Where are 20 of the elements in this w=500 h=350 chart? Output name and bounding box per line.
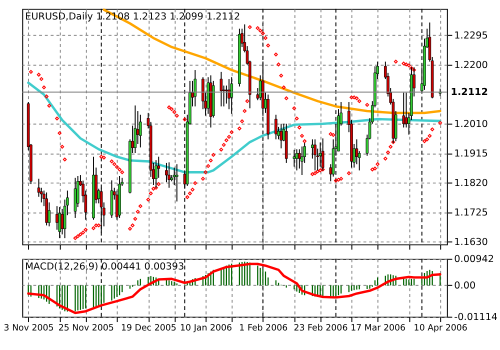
x-tick-label: 19 Dec 2005 bbox=[121, 324, 176, 334]
y-tick-label: -0.01114 bbox=[454, 312, 498, 324]
x-tick-label: 17 Mar 2006 bbox=[350, 324, 406, 334]
y-tick-label: 0.00 bbox=[454, 280, 476, 292]
y-tick-label: 1.1630 bbox=[454, 237, 488, 248]
y-tick-label: 1.2200 bbox=[454, 60, 488, 72]
y-tick-label: 1.2010 bbox=[454, 119, 488, 130]
y-tick-label: 1.1820 bbox=[454, 178, 488, 190]
y-tick-label: 1.1915 bbox=[454, 148, 488, 160]
x-tick-label: 10 Apr 2006 bbox=[414, 324, 468, 334]
x-tick-label: 1 Feb 2006 bbox=[239, 324, 288, 334]
y-tick-label: 1.2295 bbox=[454, 30, 488, 42]
chart-title: MACD(12,26,9) 0.00441 0.00393 bbox=[25, 261, 184, 272]
x-tick-label: 10 Jan 2006 bbox=[180, 324, 232, 334]
x-tick-label: 3 Nov 2005 bbox=[4, 324, 54, 334]
y-tick-label: 0.00942 bbox=[454, 254, 494, 266]
x-tick-label: 25 Nov 2005 bbox=[58, 324, 114, 334]
ref-line-label: 1.2112 bbox=[450, 86, 488, 98]
x-tick-label: 23 Feb 2006 bbox=[294, 324, 348, 334]
y-tick-label: 1.1725 bbox=[454, 208, 488, 219]
